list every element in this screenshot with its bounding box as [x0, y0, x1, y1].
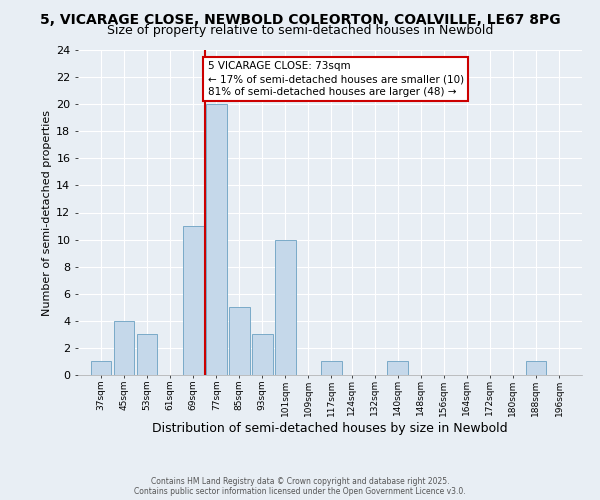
- Bar: [229, 308, 250, 375]
- Bar: [183, 226, 203, 375]
- X-axis label: Distribution of semi-detached houses by size in Newbold: Distribution of semi-detached houses by …: [152, 422, 508, 436]
- Bar: [91, 362, 112, 375]
- Text: 5 VICARAGE CLOSE: 73sqm
← 17% of semi-detached houses are smaller (10)
81% of se: 5 VICARAGE CLOSE: 73sqm ← 17% of semi-de…: [208, 61, 464, 97]
- Bar: [275, 240, 296, 375]
- Bar: [137, 334, 157, 375]
- Text: 5, VICARAGE CLOSE, NEWBOLD COLEORTON, COALVILLE, LE67 8PG: 5, VICARAGE CLOSE, NEWBOLD COLEORTON, CO…: [40, 12, 560, 26]
- Bar: [526, 362, 546, 375]
- Bar: [114, 321, 134, 375]
- Y-axis label: Number of semi-detached properties: Number of semi-detached properties: [42, 110, 52, 316]
- Bar: [321, 362, 342, 375]
- Bar: [252, 334, 272, 375]
- Bar: [206, 104, 227, 375]
- Text: Contains HM Land Registry data © Crown copyright and database right 2025.
Contai: Contains HM Land Registry data © Crown c…: [134, 476, 466, 496]
- Text: Size of property relative to semi-detached houses in Newbold: Size of property relative to semi-detach…: [107, 24, 493, 37]
- Bar: [388, 362, 408, 375]
